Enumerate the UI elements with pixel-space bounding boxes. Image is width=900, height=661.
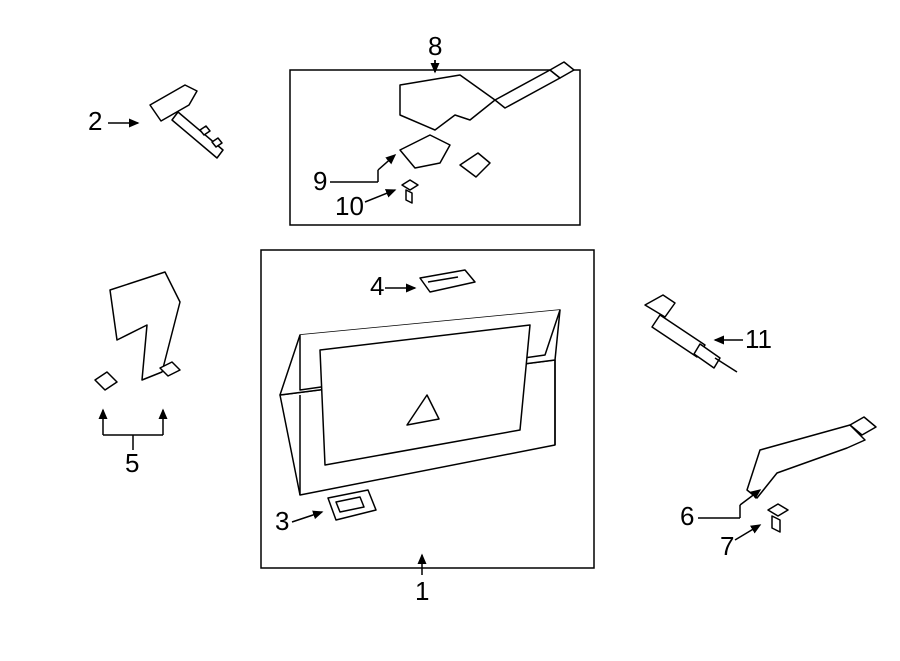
callout-4: 4: [370, 271, 415, 301]
glove-box: [280, 310, 560, 495]
callout-2: 2: [88, 106, 138, 136]
callout-8: 8: [428, 31, 442, 72]
latch-assembly: [400, 62, 574, 177]
callout-label-7: 7: [720, 531, 734, 561]
parts-layer: [95, 62, 876, 532]
callout-label-10: 10: [335, 191, 364, 221]
callout-label-5: 5: [125, 448, 139, 478]
strap-bolt: [768, 504, 788, 532]
parts-diagram: 1 2 3 4 5 67 8 9 10 11: [0, 0, 900, 661]
callout-label-8: 8: [428, 31, 442, 61]
callout-label-9: 9: [313, 166, 327, 196]
callout-label-2: 2: [88, 106, 102, 136]
callout-6: 6: [680, 490, 760, 531]
callout-7: 7: [720, 525, 760, 561]
callout-3: 3: [275, 506, 322, 536]
check-strap: [747, 417, 876, 498]
damper-cylinder: [645, 295, 737, 372]
callout-label-11: 11: [745, 324, 772, 354]
callout-5: 5: [103, 410, 163, 478]
callout-label-3: 3: [275, 506, 289, 536]
support-bracket: [95, 272, 180, 390]
callout-label-6: 6: [680, 501, 694, 531]
latch-handle: [328, 490, 376, 520]
callout-11: 11: [715, 324, 772, 354]
stop-bumper: [420, 270, 475, 292]
small-bolt: [402, 180, 418, 203]
callout-label-1: 1: [415, 576, 429, 606]
callout-10: 10: [335, 190, 395, 221]
callout-9: 9: [313, 155, 395, 196]
callout-1: 1: [415, 555, 429, 606]
callout-label-4: 4: [370, 271, 384, 301]
key-with-fob: [150, 85, 223, 158]
